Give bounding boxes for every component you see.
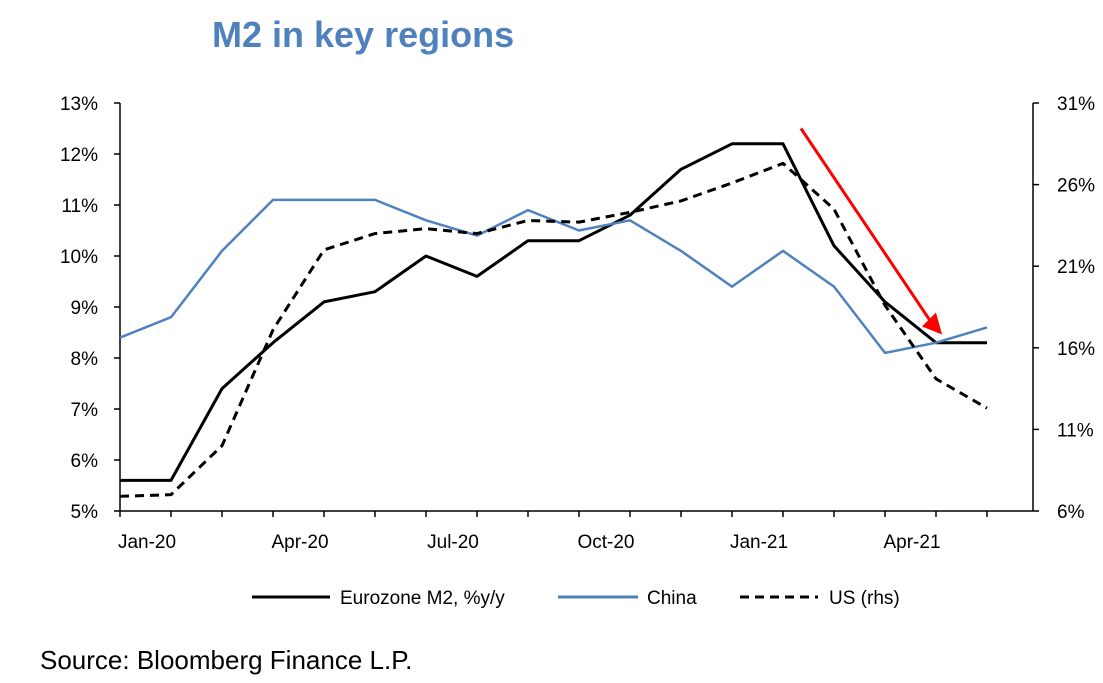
red-arrow-head bbox=[922, 312, 942, 335]
x-axis-tick-label: Apr-21 bbox=[883, 532, 940, 553]
left-axis-tick-label: 9% bbox=[71, 298, 99, 319]
eurozone-m2-line bbox=[120, 142, 987, 482]
left-axis-tick-label: 11% bbox=[61, 196, 98, 217]
legend-eurozone-label: Eurozone M2, %y/y bbox=[340, 588, 505, 609]
left-axis-tick-label: 6% bbox=[71, 451, 99, 472]
legend-us-label: US (rhs) bbox=[829, 588, 900, 609]
left-axis-tick-label: 12% bbox=[60, 145, 98, 166]
us-line bbox=[119, 161, 988, 498]
right-axis-tick-label: 16% bbox=[1057, 339, 1095, 360]
annotation-layer bbox=[799, 127, 942, 335]
left-axis-tick-label: 10% bbox=[60, 247, 98, 268]
x-axis-tick-label: Jul-20 bbox=[427, 532, 479, 553]
right-axis-tick-label: 11% bbox=[1057, 420, 1094, 441]
right-axis-tick-label: 31% bbox=[1057, 94, 1095, 115]
axes bbox=[114, 102, 1039, 517]
x-axis-tick-label: Apr-20 bbox=[271, 532, 328, 553]
left-axis-tick-label: 7% bbox=[71, 400, 99, 421]
right-axis-tick-label: 26% bbox=[1057, 176, 1095, 197]
legend: Eurozone M2, %y/y China US (rhs) bbox=[252, 588, 900, 609]
tick-labels: 5% 6% 7% 8% 9% 10% 11% 12% 13% 6% 11% 16% 21% 26% 31% J… bbox=[60, 94, 1095, 553]
x-axis-tick-label: Oct-20 bbox=[577, 532, 634, 553]
source-note: Source: Bloomberg Finance L.P. bbox=[40, 645, 413, 675]
left-axis-tick-label: 13% bbox=[60, 94, 98, 115]
chart-title: M2 in key regions bbox=[212, 14, 515, 55]
china-line bbox=[119, 198, 988, 355]
legend-china-label: China bbox=[647, 588, 697, 609]
chart-svg: 5% 6% 7% 8% 9% 10% 11% 12% 13% 6% 11% 16% 21% 26% 31% J… bbox=[60, 94, 1095, 609]
right-axis-tick-label: 6% bbox=[1057, 502, 1085, 523]
series-lines bbox=[119, 142, 988, 498]
left-axis-tick-label: 5% bbox=[71, 502, 99, 523]
left-axis-tick-label: 8% bbox=[71, 349, 99, 370]
x-axis-tick-label: Jan-21 bbox=[730, 532, 788, 553]
right-axis-tick-label: 21% bbox=[1057, 257, 1095, 278]
red-arrow-line bbox=[799, 127, 932, 322]
x-axis-tick-label: Jan-20 bbox=[118, 532, 176, 553]
